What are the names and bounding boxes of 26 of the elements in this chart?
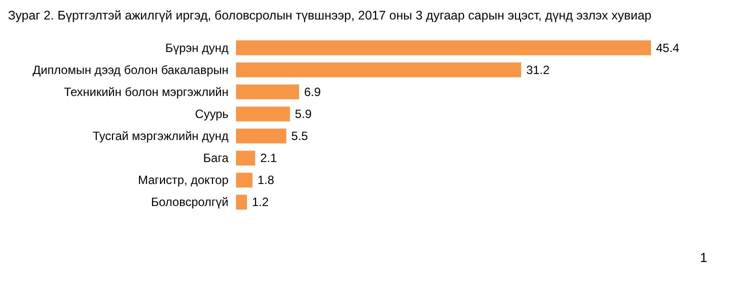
bar: [236, 84, 300, 100]
bar: [236, 172, 252, 188]
y-tick-label: Бүрэн дунд: [165, 40, 228, 55]
data-label: 1.8: [257, 173, 274, 188]
y-tick-label: Дипломын дээд болон бакалаврын: [32, 62, 228, 77]
data-label: 31.2: [526, 62, 550, 77]
y-tick-label: Техникийн болон мэргэжлийн: [64, 84, 228, 99]
data-label: 45.4: [656, 40, 680, 55]
bar: [236, 194, 247, 210]
chart-title: Зураг 2. Бүртгэлтэй ажилгүй иргэд, боловсролын түвшнээр, 2017 оны 3 дугаар сарын эцэст, дүнд эзлэх хувиар: [8, 8, 652, 22]
y-tick-label: Бага: [203, 151, 229, 166]
y-tick-label: Тусгай мэргэжлийн дунд: [92, 129, 228, 144]
data-label: 1.2: [252, 195, 269, 210]
data-label: 6.9: [304, 84, 322, 99]
data-label: 5.5: [291, 129, 308, 144]
bar: [236, 40, 651, 56]
bar: [236, 150, 256, 166]
bar: [236, 62, 522, 78]
bar: [236, 106, 290, 122]
y-tick-label: Суурь: [195, 106, 228, 121]
y-tick-label: Магистр, доктор: [138, 173, 229, 188]
y-tick-label: Боловсролгүй: [150, 195, 228, 210]
data-label: 5.9: [294, 106, 312, 121]
data-label: 2.1: [260, 151, 278, 166]
text: 1: [700, 250, 708, 265]
bar: [236, 128, 286, 144]
